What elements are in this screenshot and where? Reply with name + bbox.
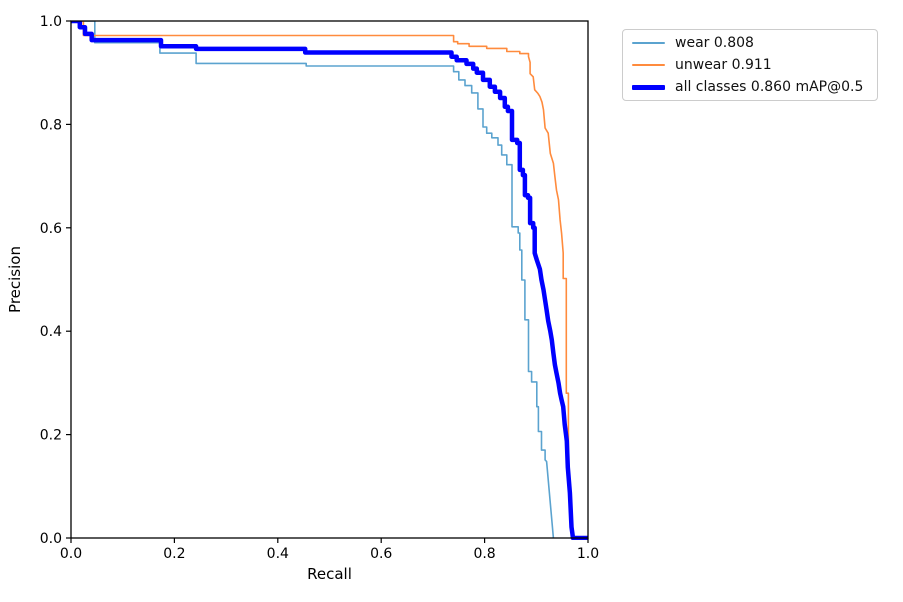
x-tick-label: 0.4	[267, 546, 289, 562]
x-tick-label: 0.2	[163, 546, 185, 562]
x-tick-label: 1.0	[577, 546, 599, 562]
legend-item-unwear: unwear 0.911	[632, 54, 868, 76]
y-axis-label: Precision	[6, 246, 24, 313]
legend-box: wear 0.808 unwear 0.911 all classes 0.86…	[622, 29, 878, 101]
x-tick-label: 0.0	[60, 546, 82, 562]
legend-item-wear: wear 0.808	[632, 32, 868, 54]
y-tick-label: 0.0	[40, 531, 62, 547]
legend-label-unwear: unwear 0.911	[675, 57, 772, 73]
series-line-unwear	[71, 21, 573, 539]
y-tick-label: 1.0	[40, 14, 62, 30]
y-tick-label: 0.4	[40, 324, 62, 340]
y-tick-label: 0.8	[40, 117, 62, 133]
legend-label-all-classes: all classes 0.860 mAP@0.5	[675, 79, 864, 95]
x-axis-label: Recall	[307, 565, 352, 583]
y-tick-label: 0.6	[40, 221, 62, 237]
series-group	[71, 21, 588, 540]
legend-line-unwear	[632, 64, 665, 66]
legend-label-wear: wear 0.808	[675, 35, 754, 51]
x-tick-label: 0.6	[370, 546, 392, 562]
axes-box	[70, 20, 589, 539]
x-tick-label: 0.8	[473, 546, 495, 562]
legend-line-wear	[632, 42, 665, 44]
legend-line-all-classes	[632, 84, 665, 90]
y-tick-label: 0.2	[40, 428, 62, 444]
series-line-all-classes	[71, 21, 588, 540]
series-line-wear	[71, 21, 555, 539]
legend-item-all-classes: all classes 0.860 mAP@0.5	[632, 76, 868, 98]
